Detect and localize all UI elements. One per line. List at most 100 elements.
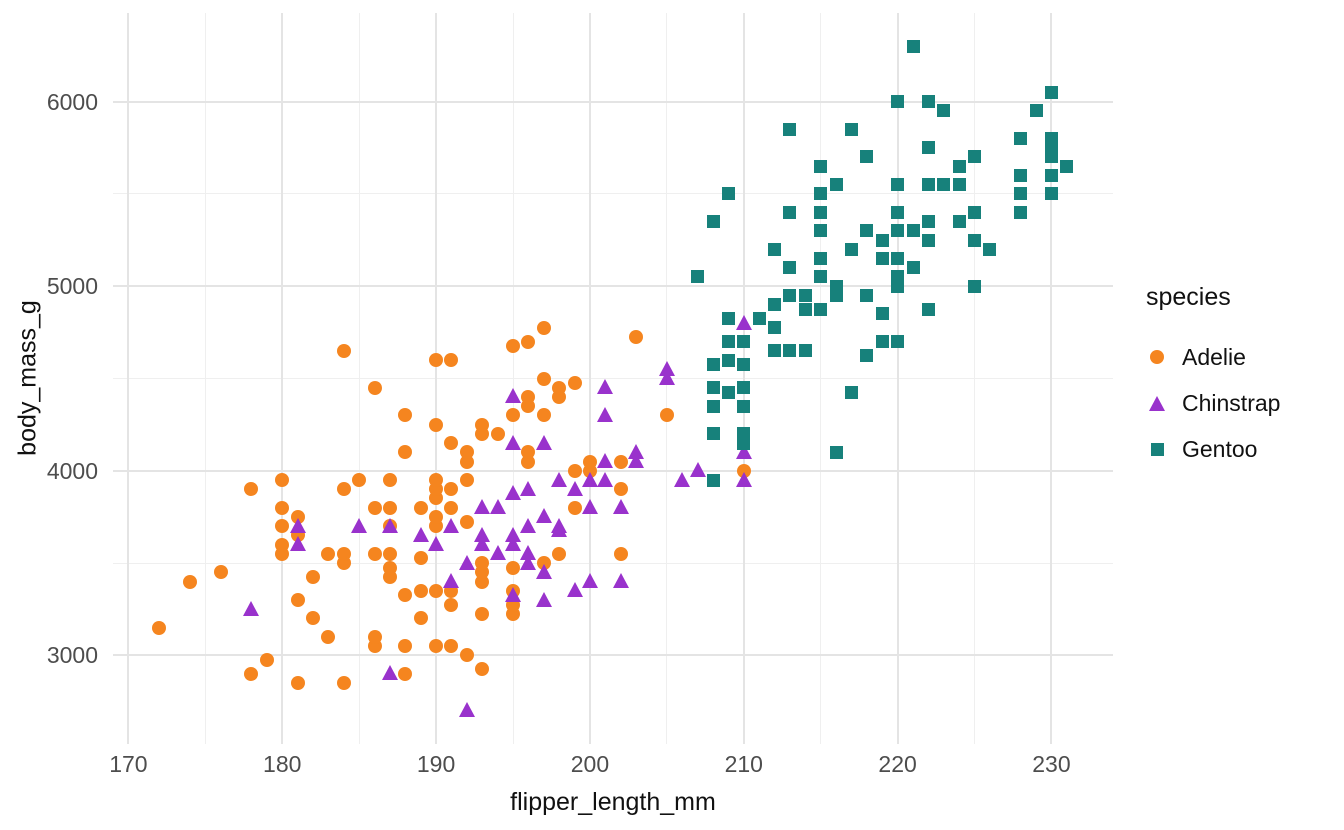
data-point-gentoo bbox=[706, 399, 720, 413]
data-point-chinstrap bbox=[535, 508, 552, 524]
data-point-adelie bbox=[336, 343, 351, 358]
data-point-chinstrap bbox=[505, 586, 521, 602]
data-point-adelie bbox=[182, 574, 197, 589]
legend-item-adelie: Adelie bbox=[1146, 334, 1341, 380]
x-tick-label: 210 bbox=[724, 751, 763, 777]
data-point-adelie bbox=[521, 389, 536, 404]
data-point-chinstrap bbox=[474, 526, 491, 542]
data-point-gentoo bbox=[860, 224, 874, 238]
data-point-chinstrap bbox=[535, 563, 552, 579]
data-point-adelie bbox=[413, 551, 428, 566]
data-point-gentoo bbox=[721, 312, 735, 325]
data-point-adelie bbox=[459, 445, 474, 460]
data-point-chinstrap bbox=[581, 499, 598, 515]
data-point-adelie bbox=[382, 560, 397, 575]
data-point-gentoo bbox=[952, 159, 966, 173]
data-point-gentoo bbox=[844, 242, 858, 256]
data-point-gentoo bbox=[921, 95, 935, 109]
data-point-gentoo bbox=[706, 381, 720, 395]
data-point-gentoo bbox=[798, 302, 812, 316]
data-point-adelie bbox=[475, 556, 490, 571]
data-point-chinstrap bbox=[735, 471, 752, 487]
data-point-adelie bbox=[429, 583, 444, 598]
data-point-adelie bbox=[336, 482, 351, 497]
data-point-chinstrap bbox=[566, 582, 583, 598]
legend-item-gentoo: Gentoo bbox=[1146, 426, 1341, 472]
data-point-gentoo bbox=[968, 150, 982, 164]
data-point-adelie bbox=[429, 417, 444, 432]
data-point-adelie bbox=[506, 339, 520, 354]
data-point-adelie bbox=[459, 514, 474, 529]
data-point-chinstrap bbox=[351, 517, 368, 533]
data-point-chinstrap bbox=[505, 434, 521, 450]
data-point-gentoo bbox=[706, 473, 720, 487]
data-point-adelie bbox=[475, 662, 490, 677]
y-gridline bbox=[113, 654, 1113, 657]
data-point-gentoo bbox=[783, 288, 797, 302]
data-point-gentoo bbox=[721, 353, 735, 367]
data-point-adelie bbox=[613, 454, 628, 469]
data-point-adelie bbox=[613, 482, 628, 497]
data-point-gentoo bbox=[1029, 104, 1043, 118]
data-point-gentoo bbox=[737, 335, 751, 349]
data-point-adelie bbox=[459, 473, 474, 488]
data-point-adelie bbox=[490, 426, 505, 441]
data-point-adelie bbox=[567, 463, 582, 478]
data-point-adelie bbox=[444, 482, 459, 497]
y-gridline bbox=[113, 469, 1113, 472]
data-point-gentoo bbox=[783, 261, 797, 275]
data-point-gentoo bbox=[952, 215, 966, 229]
x-tick-label: 220 bbox=[878, 751, 917, 777]
x-gridline bbox=[281, 13, 284, 744]
data-point-gentoo bbox=[1014, 205, 1028, 219]
data-point-gentoo bbox=[768, 344, 782, 358]
y-minor-gridline bbox=[113, 378, 1113, 379]
y-gridline bbox=[113, 100, 1113, 103]
data-point-adelie bbox=[275, 473, 290, 488]
data-point-gentoo bbox=[691, 270, 705, 284]
x-axis-title: flipper_length_mm bbox=[510, 788, 716, 816]
y-gridline bbox=[113, 285, 1113, 288]
data-point-gentoo bbox=[983, 242, 997, 256]
data-point-adelie bbox=[552, 546, 567, 561]
data-point-gentoo bbox=[768, 321, 782, 335]
data-point-chinstrap bbox=[612, 573, 629, 589]
data-point-gentoo bbox=[706, 358, 720, 372]
data-point-gentoo bbox=[737, 427, 751, 441]
legend-label-adelie: Adelie bbox=[1182, 343, 1246, 370]
data-point-chinstrap bbox=[428, 536, 445, 552]
data-point-gentoo bbox=[968, 279, 982, 293]
data-point-adelie bbox=[367, 380, 382, 395]
data-point-gentoo bbox=[906, 261, 920, 275]
data-point-adelie bbox=[275, 537, 290, 552]
data-point-adelie bbox=[552, 380, 567, 395]
data-point-adelie bbox=[413, 500, 428, 515]
data-point-adelie bbox=[475, 606, 490, 621]
data-point-adelie bbox=[275, 519, 290, 534]
data-point-adelie bbox=[290, 593, 305, 607]
adelie-circle-icon bbox=[1146, 350, 1168, 364]
data-point-adelie bbox=[290, 676, 305, 691]
data-point-adelie bbox=[352, 473, 367, 488]
data-point-gentoo bbox=[891, 95, 905, 109]
data-point-gentoo bbox=[952, 178, 966, 192]
data-point-chinstrap bbox=[381, 665, 398, 681]
data-point-gentoo bbox=[1060, 159, 1074, 173]
y-tick-label: 3000 bbox=[46, 642, 98, 669]
data-point-chinstrap bbox=[243, 600, 260, 616]
data-point-chinstrap bbox=[458, 554, 475, 570]
data-point-gentoo bbox=[783, 344, 797, 358]
data-point-adelie bbox=[475, 417, 490, 432]
data-point-chinstrap bbox=[658, 360, 675, 376]
data-point-gentoo bbox=[891, 205, 905, 219]
data-point-adelie bbox=[336, 676, 351, 691]
data-point-gentoo bbox=[860, 150, 874, 164]
data-point-gentoo bbox=[798, 344, 812, 358]
data-point-gentoo bbox=[891, 252, 905, 265]
data-point-chinstrap bbox=[489, 545, 506, 561]
data-point-gentoo bbox=[798, 288, 812, 302]
data-point-adelie bbox=[321, 629, 336, 644]
data-point-adelie bbox=[613, 546, 628, 561]
data-point-gentoo bbox=[875, 233, 889, 247]
